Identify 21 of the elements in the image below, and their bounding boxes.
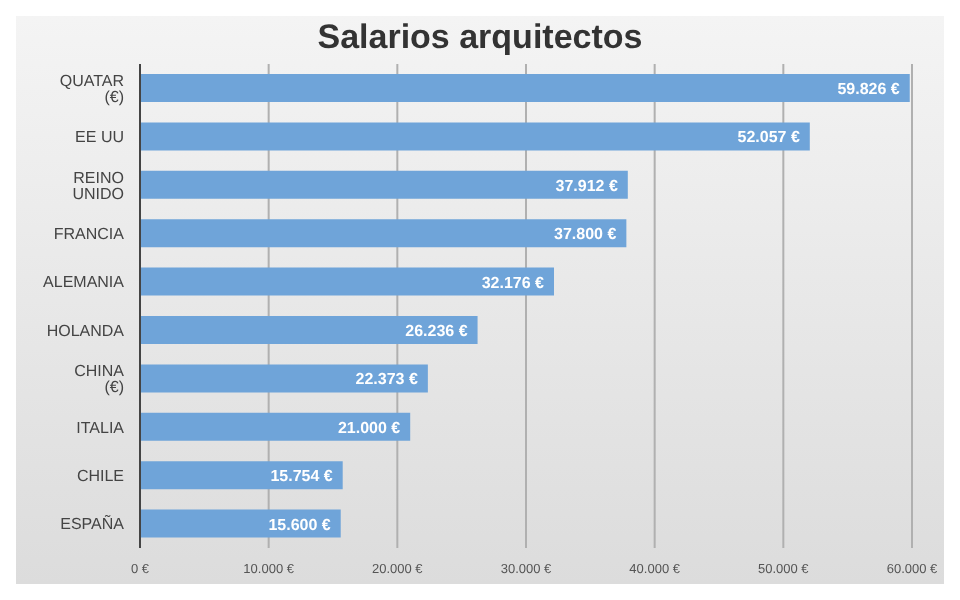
- data-label: 22.373 €: [355, 370, 419, 389]
- y-tick-label: ALEMANIA: [43, 273, 126, 292]
- y-tick-label: EE UU: [75, 128, 125, 147]
- y-tick-label: QUATAR (€): [59, 71, 125, 106]
- data-label: 59.826 €: [837, 80, 901, 98]
- y-tick-label: HOLANDA: [46, 321, 126, 340]
- y-tick-label: ITALIA: [76, 418, 126, 437]
- y-tick-label: CHILE: [76, 467, 124, 486]
- data-label: 26.236 €: [405, 322, 469, 340]
- y-tick-label: ESPAÑA: [60, 513, 126, 534]
- data-label: 37.912 €: [555, 176, 619, 195]
- data-label: 15.600 €: [268, 515, 332, 534]
- data-label: 52.057 €: [737, 128, 801, 147]
- data-label: 37.800 €: [554, 225, 618, 244]
- data-label: 21.000 €: [337, 418, 402, 437]
- y-tick-label: REINO UNIDO: [72, 168, 124, 203]
- data-label: 15.754 €: [270, 467, 334, 486]
- data-label: 32.176 €: [481, 273, 546, 292]
- y-tick-label: FRANCIA: [53, 225, 126, 244]
- chart-title: Salarios arquitectos: [315, 16, 645, 60]
- y-tick-label: CHINA (€): [74, 362, 126, 397]
